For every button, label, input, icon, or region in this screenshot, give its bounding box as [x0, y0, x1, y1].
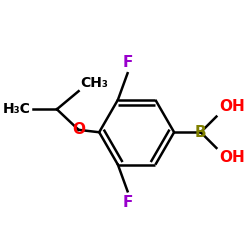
- Text: B: B: [195, 125, 206, 140]
- Text: CH₃: CH₃: [80, 76, 108, 90]
- Text: OH: OH: [219, 99, 244, 114]
- Text: F: F: [122, 54, 133, 70]
- Text: OH: OH: [219, 150, 244, 166]
- Text: F: F: [122, 195, 133, 210]
- Text: H₃C: H₃C: [2, 102, 30, 116]
- Text: O: O: [72, 122, 85, 137]
